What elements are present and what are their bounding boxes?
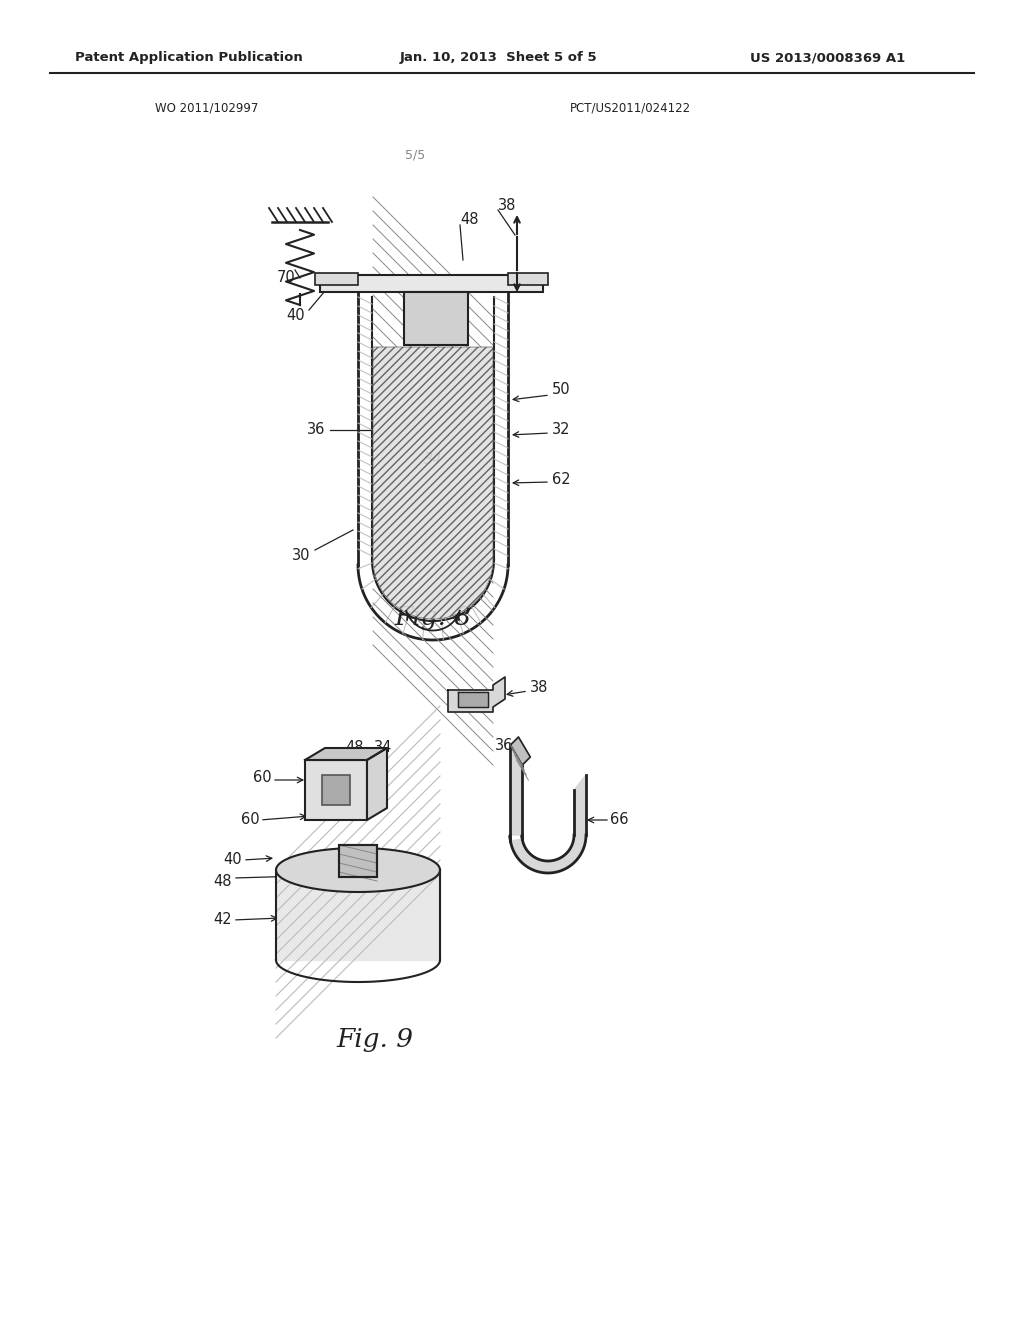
Text: 38: 38	[530, 681, 549, 696]
Bar	[508, 273, 548, 285]
Text: 48: 48	[325, 850, 343, 866]
Polygon shape	[367, 748, 387, 820]
Bar	[319, 275, 543, 292]
Polygon shape	[458, 692, 488, 708]
Text: WO 2011/102997: WO 2011/102997	[155, 102, 258, 115]
Text: PCT/US2011/024122: PCT/US2011/024122	[570, 102, 691, 115]
Polygon shape	[574, 775, 586, 836]
Text: 5/5: 5/5	[404, 149, 425, 161]
Text: 34: 34	[424, 453, 442, 467]
Text: 62: 62	[552, 473, 570, 487]
Text: Patent Application Publication: Patent Application Publication	[75, 51, 303, 65]
Bar	[404, 292, 468, 345]
Polygon shape	[510, 836, 586, 873]
Text: 32: 32	[552, 422, 570, 437]
Text: 30: 30	[292, 548, 310, 562]
Text: 48: 48	[213, 874, 232, 890]
Bar	[315, 273, 358, 285]
Polygon shape	[511, 737, 530, 766]
Text: 34: 34	[374, 741, 392, 755]
Polygon shape	[449, 677, 505, 711]
Polygon shape	[305, 748, 387, 760]
Text: 60: 60	[253, 771, 272, 785]
Text: US 2013/0008369 A1: US 2013/0008369 A1	[750, 51, 905, 65]
Bar	[305, 760, 367, 820]
Text: 40: 40	[287, 308, 305, 322]
Text: Fig. 8: Fig. 8	[394, 605, 471, 630]
Polygon shape	[373, 347, 493, 619]
Text: 50: 50	[552, 383, 570, 397]
Text: 60: 60	[242, 813, 260, 828]
Text: 66: 66	[610, 813, 629, 828]
Text: Jan. 10, 2013  Sheet 5 of 5: Jan. 10, 2013 Sheet 5 of 5	[400, 51, 598, 65]
Text: 48: 48	[460, 213, 478, 227]
Text: 42: 42	[213, 912, 232, 928]
Polygon shape	[373, 347, 493, 619]
Polygon shape	[276, 847, 440, 892]
Bar	[339, 845, 377, 876]
Text: 36: 36	[495, 738, 513, 752]
Text: 32: 32	[369, 945, 387, 960]
Polygon shape	[511, 744, 522, 836]
Polygon shape	[276, 870, 440, 960]
Bar	[322, 775, 350, 805]
Text: 38: 38	[498, 198, 516, 213]
Text: 70: 70	[276, 271, 295, 285]
Text: Fig. 9: Fig. 9	[337, 1027, 414, 1052]
Bar	[339, 845, 377, 876]
Text: 34: 34	[353, 850, 371, 866]
Text: 40: 40	[223, 853, 242, 867]
Text: 48: 48	[346, 741, 365, 755]
Text: 36: 36	[306, 422, 325, 437]
